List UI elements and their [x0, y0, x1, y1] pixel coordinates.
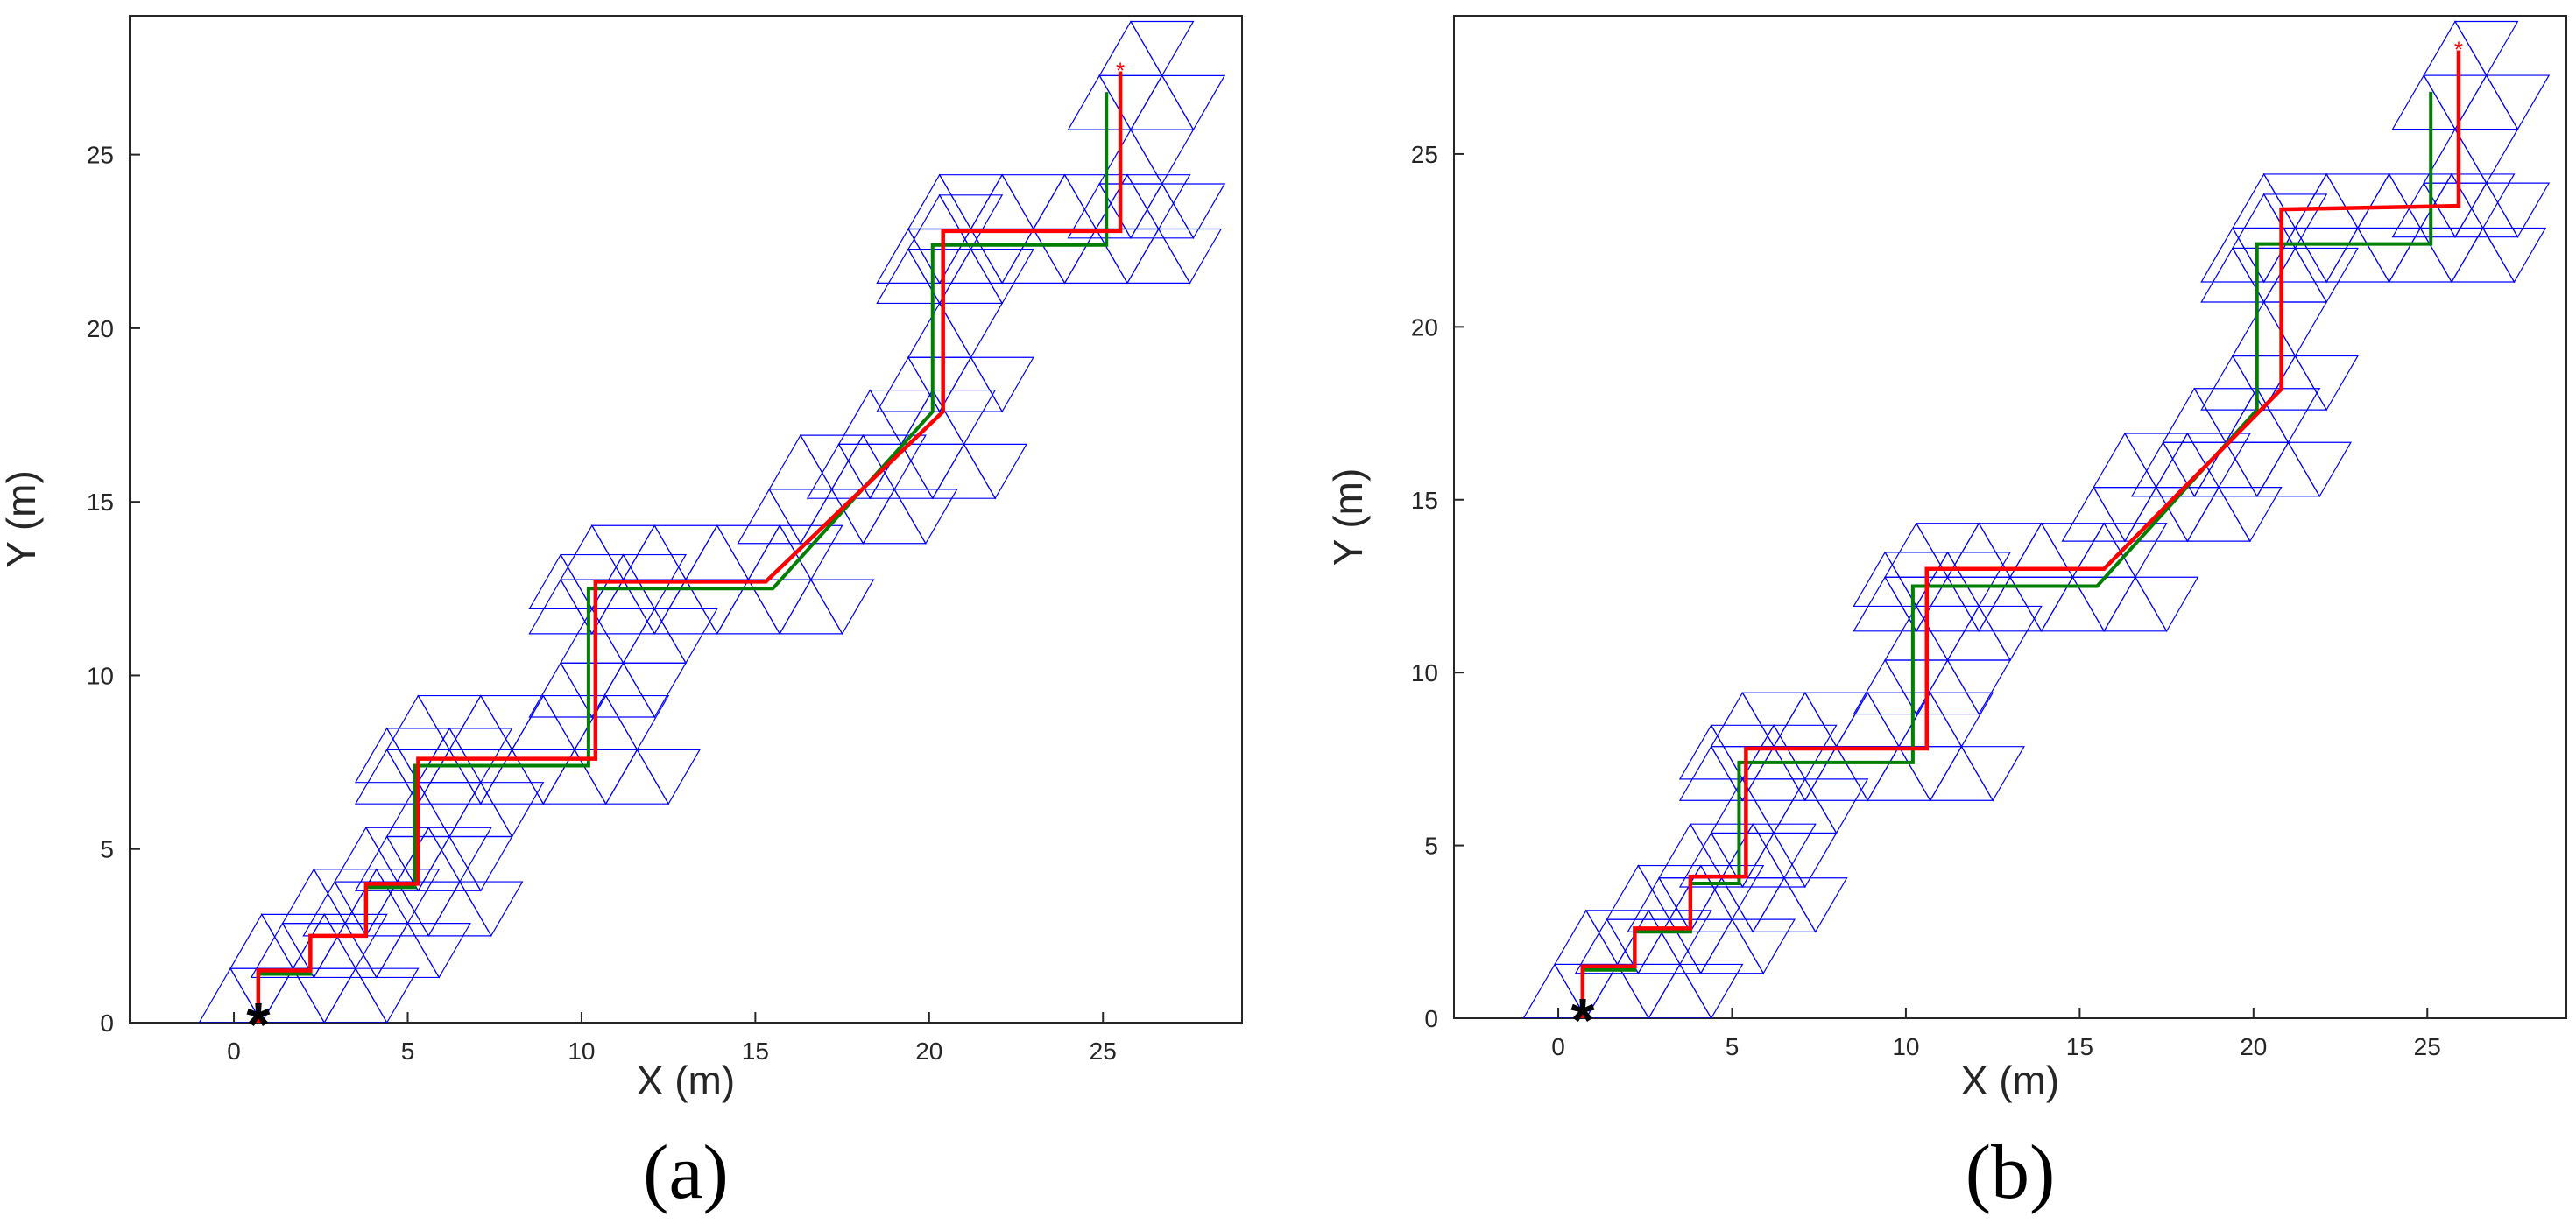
mesh-triangle — [862, 434, 927, 491]
mesh-triangle — [636, 749, 701, 805]
y-tick-label: 25 — [1411, 141, 1438, 168]
mesh-triangle — [1678, 963, 1744, 1018]
x-tick-label: 5 — [1726, 1033, 1740, 1060]
x-tick-label: 20 — [2240, 1033, 2267, 1060]
mesh-triangle — [1752, 823, 1817, 879]
mesh-triangle — [931, 389, 997, 446]
mesh-triangle — [1129, 20, 1195, 77]
mesh-triangle — [1157, 228, 1223, 285]
y-tick-label: 20 — [87, 315, 114, 342]
mesh-triangle — [1161, 74, 1226, 131]
mesh-triangle — [963, 443, 1027, 500]
y-tick-label: 0 — [1424, 1005, 1438, 1032]
y-axis-label: Y (m) — [1325, 468, 1371, 566]
plot-frame — [1453, 15, 2567, 1019]
mesh-triangle — [2287, 441, 2352, 498]
series-line-planned — [1580, 50, 2461, 1018]
y-axis-label: Y (m) — [0, 470, 44, 568]
start-marker: * — [1570, 986, 1595, 1054]
mesh-triangle — [2485, 74, 2551, 130]
mesh-triangle — [479, 782, 545, 838]
y-tick-label: 15 — [1411, 487, 1438, 514]
mesh-triangle — [2255, 388, 2321, 444]
start-marker: * — [246, 990, 271, 1059]
goal-marker: * — [2454, 36, 2463, 62]
mesh-triangle — [406, 923, 471, 979]
mesh-triangle — [2134, 576, 2199, 632]
y-tick-label: 15 — [87, 489, 114, 516]
mesh-triangle — [1773, 724, 1838, 781]
x-tick-label: 25 — [2414, 1033, 2441, 1060]
mesh-triangle — [1960, 746, 2025, 802]
mesh-triangle — [458, 881, 524, 938]
y-tick-label: 10 — [87, 662, 114, 689]
x-tick-label: 5 — [401, 1038, 415, 1065]
x-axis-label: X (m) — [1961, 1058, 2059, 1103]
x-tick-label: 15 — [2066, 1033, 2093, 1060]
mesh-triangle — [2481, 227, 2547, 284]
triangle-mesh — [198, 20, 1226, 1023]
mesh-triangle — [1648, 910, 1712, 966]
y-tick-label: 25 — [87, 142, 114, 169]
x-tick-label: 10 — [1892, 1033, 1919, 1060]
mesh-triangle — [604, 694, 670, 751]
mesh-triangle — [2294, 355, 2359, 412]
x-tick-label: 0 — [1551, 1033, 1565, 1060]
y-tick-label: 5 — [100, 836, 114, 863]
x-tick-label: 15 — [742, 1038, 769, 1065]
x-tick-label: 10 — [568, 1038, 595, 1065]
mesh-triangle — [893, 489, 958, 545]
mesh-triangle — [1803, 778, 1869, 834]
series-line-planned — [256, 71, 1123, 1023]
goal-marker: * — [1116, 57, 1125, 83]
mesh-triangle — [375, 869, 441, 925]
mesh-triangle — [970, 356, 1034, 413]
mesh-triangle — [2485, 182, 2551, 238]
x-tick-label: 20 — [915, 1038, 942, 1065]
plot-frame — [129, 15, 1243, 1024]
mesh-triangle — [2450, 173, 2516, 229]
mesh-triangle — [1929, 692, 1994, 748]
mesh-triangle — [448, 728, 513, 784]
mesh-triangle — [1782, 877, 1848, 933]
mesh-triangle — [653, 608, 718, 665]
mesh-triangle — [2186, 433, 2251, 489]
x-axis-label: X (m) — [637, 1058, 735, 1103]
mesh-triangle — [2453, 20, 2519, 77]
mesh-triangle — [970, 249, 1034, 305]
y-tick-label: 20 — [1411, 313, 1438, 341]
mesh-triangle — [938, 194, 1004, 250]
mesh-triangle — [1946, 552, 2012, 608]
y-tick-label: 0 — [100, 1009, 114, 1037]
x-tick-label: 0 — [227, 1038, 241, 1065]
x-tick-label: 25 — [1090, 1038, 1117, 1065]
y-tick-label: 5 — [1424, 833, 1438, 860]
mesh-triangle — [809, 579, 875, 636]
mesh-triangle — [1978, 605, 2043, 662]
panel-caption: (a) — [643, 1130, 729, 1215]
panel-caption: (b) — [1966, 1130, 2056, 1215]
mesh-triangle — [427, 827, 492, 883]
mesh-triangle — [1731, 918, 1796, 974]
mesh-triangle — [1161, 183, 1226, 239]
y-tick-label: 10 — [1411, 659, 1438, 686]
mesh-triangle — [354, 967, 420, 1023]
mesh-triangle — [2218, 486, 2283, 543]
mesh-triangle — [323, 913, 388, 970]
mesh-triangle — [2294, 247, 2359, 304]
mesh-triangle — [1699, 864, 1765, 921]
mesh-triangle — [1126, 174, 1191, 230]
